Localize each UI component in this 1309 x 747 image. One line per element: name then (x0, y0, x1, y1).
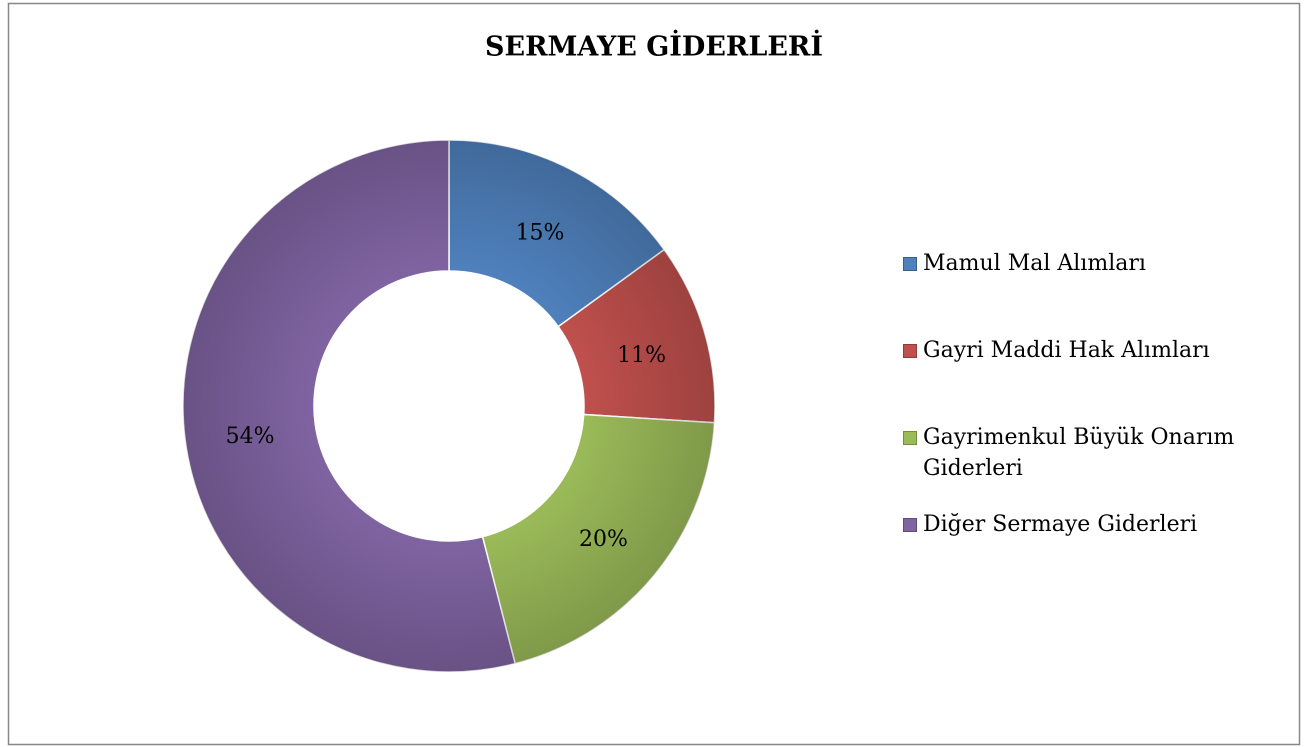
legend-swatch (903, 257, 917, 271)
legend-label: Diğer Sermaye Giderleri (923, 512, 1198, 537)
donut: 15% 11% 20% 54% (182, 139, 716, 673)
legend-item: Gayrimenkul Büyük Onarım Giderleri (903, 422, 1243, 484)
chart-title: SERMAYE GİDERLERİ (485, 29, 823, 63)
legend-label: Gayrimenkul Büyük Onarım Giderleri (923, 425, 1235, 481)
donut-hole (315, 272, 583, 540)
legend-item: Mamul Mal Alımları (903, 248, 1243, 279)
legend-item: Diğer Sermaye Giderleri (903, 509, 1243, 540)
legend-swatch (903, 344, 917, 358)
legend-label: Gayri Maddi Hak Alımları (923, 338, 1210, 363)
data-label: 11% (617, 343, 666, 368)
legend-label: Mamul Mal Alımları (923, 251, 1146, 276)
legend-swatch (903, 518, 917, 532)
data-label: 20% (579, 527, 628, 552)
legend-item: Gayri Maddi Hak Alımları (903, 335, 1243, 366)
data-label: 54% (226, 424, 275, 449)
legend: Mamul Mal Alımları Gayri Maddi Hak Alımla… (903, 0, 1243, 747)
data-label: 15% (516, 220, 565, 245)
legend-swatch (903, 431, 917, 445)
